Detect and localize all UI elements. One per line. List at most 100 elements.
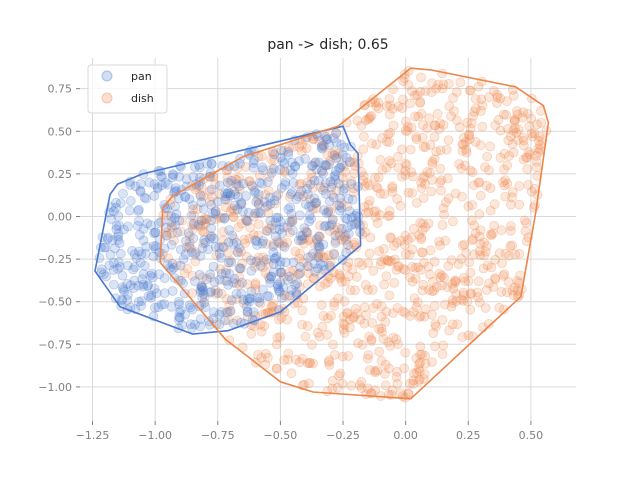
data-point-dish: [478, 322, 488, 333]
data-point-pan: [274, 260, 285, 271]
data-point-dish: [424, 113, 435, 124]
data-point-pan: [276, 293, 287, 303]
data-point-pan: [196, 215, 207, 226]
data-point-dish: [392, 261, 403, 272]
data-point-dish: [444, 325, 455, 336]
data-point-dish: [323, 250, 334, 261]
data-point-dish: [240, 214, 251, 225]
scatter-points: [94, 66, 552, 403]
data-point-dish: [372, 218, 383, 229]
data-point-pan: [218, 242, 229, 253]
data-point-dish: [416, 183, 427, 194]
data-point-dish: [184, 231, 195, 242]
data-point-dish: [344, 314, 355, 325]
data-point-dish: [230, 174, 241, 185]
data-point-dish: [479, 250, 489, 261]
data-point-dish: [261, 239, 272, 249]
data-point-pan: [268, 241, 279, 252]
data-point-pan: [255, 260, 266, 271]
data-point-dish: [166, 220, 177, 231]
data-point-pan: [200, 302, 211, 313]
data-point-pan: [180, 309, 191, 320]
data-point-pan: [199, 297, 210, 308]
data-point-pan: [269, 149, 280, 160]
data-point-pan: [331, 128, 342, 139]
data-point-dish: [405, 272, 416, 283]
data-point-dish: [278, 272, 289, 283]
data-point-dish: [294, 357, 305, 368]
data-point-dish: [437, 220, 448, 231]
data-point-dish: [402, 235, 413, 245]
data-point-pan: [241, 301, 252, 312]
data-point-pan: [169, 212, 180, 223]
data-point-dish: [356, 383, 367, 394]
data-point-dish: [225, 255, 236, 266]
data-point-dish: [415, 98, 425, 108]
data-point-pan: [188, 233, 199, 244]
data-point-pan: [108, 265, 119, 275]
data-point-dish: [447, 295, 458, 306]
data-point-dish: [306, 251, 316, 262]
data-point-dish: [302, 177, 313, 188]
data-point-pan: [208, 307, 219, 318]
data-point-pan: [138, 279, 149, 290]
data-point-pan: [334, 205, 345, 216]
data-point-dish: [334, 269, 345, 279]
data-point-dish: [514, 248, 525, 259]
data-point-dish: [463, 130, 474, 141]
data-point-dish: [492, 98, 502, 108]
data-point-pan: [139, 192, 150, 203]
data-point-pan: [231, 179, 242, 190]
data-point-pan: [108, 206, 119, 217]
data-point-pan: [334, 163, 345, 174]
data-point-dish: [344, 322, 355, 333]
data-point-dish: [216, 288, 227, 299]
data-point-pan: [223, 187, 234, 198]
data-point-dish: [480, 303, 491, 313]
data-point-dish: [427, 174, 438, 185]
data-point-pan: [258, 236, 268, 246]
data-point-dish: [443, 135, 454, 146]
data-point-pan: [124, 205, 135, 216]
data-point-dish: [410, 273, 421, 284]
data-point-dish: [483, 92, 494, 103]
data-point-dish: [330, 235, 341, 246]
data-point-dish: [500, 248, 511, 259]
data-point-dish: [269, 154, 280, 165]
data-point-dish: [392, 193, 403, 204]
data-point-pan: [241, 215, 252, 226]
data-point-pan: [262, 226, 273, 237]
data-point-dish: [391, 264, 402, 275]
data-point-dish: [466, 215, 477, 226]
data-point-dish: [529, 128, 540, 139]
data-point-dish: [392, 303, 403, 313]
data-point-dish: [263, 272, 274, 283]
data-point-dish: [429, 154, 440, 165]
data-point-dish: [490, 254, 501, 265]
data-point-pan: [138, 281, 149, 292]
data-point-dish: [284, 227, 295, 238]
data-point-dish: [494, 248, 505, 259]
data-point-pan: [273, 212, 284, 223]
data-point-dish: [423, 218, 434, 229]
data-point-dish: [284, 191, 295, 202]
data-point-dish: [244, 176, 254, 187]
data-point-dish: [372, 183, 383, 194]
data-point-pan: [347, 194, 358, 205]
data-point-pan: [339, 142, 350, 153]
data-point-dish: [306, 339, 317, 350]
data-point-dish: [399, 240, 410, 250]
data-point-dish: [519, 140, 529, 151]
data-point-dish: [236, 218, 247, 229]
data-point-dish: [383, 337, 394, 347]
data-point-dish: [197, 220, 208, 231]
data-point-pan: [128, 264, 139, 275]
data-point-dish: [477, 121, 488, 132]
data-point-dish: [416, 108, 427, 119]
data-point-dish: [273, 314, 284, 325]
data-point-dish: [250, 278, 261, 289]
data-point-dish: [400, 169, 411, 180]
data-point-dish: [374, 346, 385, 357]
data-point-dish: [242, 279, 253, 290]
data-point-pan: [129, 275, 140, 286]
